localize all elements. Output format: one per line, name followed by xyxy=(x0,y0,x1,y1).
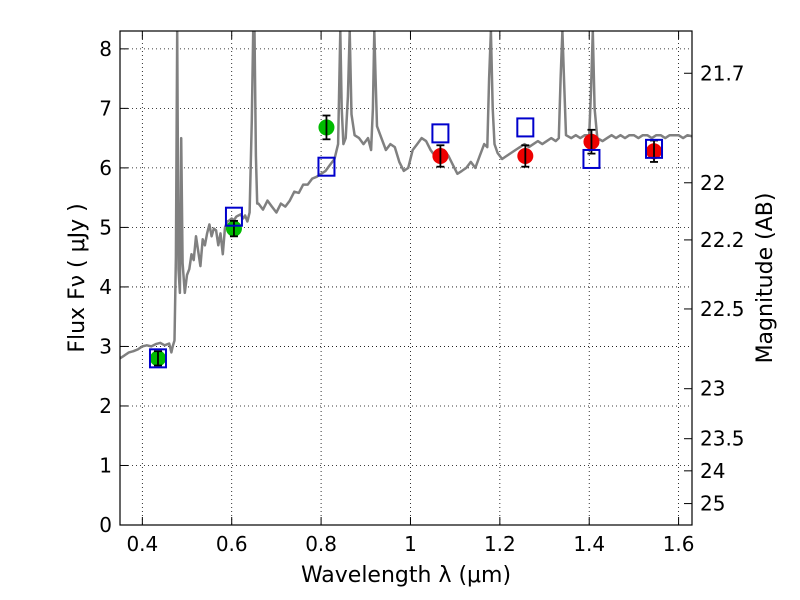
plot-frame xyxy=(119,30,693,526)
model-square xyxy=(148,348,167,369)
x-tick-label: 0.8 xyxy=(305,532,337,556)
model-square xyxy=(431,123,450,144)
data-markers xyxy=(148,114,664,369)
model-square xyxy=(645,138,664,159)
spectrum-line xyxy=(120,31,692,360)
x-tick-label: 1.2 xyxy=(484,532,516,556)
y-tick-label: 0 xyxy=(99,513,112,537)
model-square xyxy=(582,148,601,169)
magnitude-tick-label: 23 xyxy=(700,377,725,401)
x-tick-label: 1.4 xyxy=(573,532,605,556)
magnitude-tick-label: 25 xyxy=(700,492,725,516)
model-square xyxy=(224,206,243,227)
magnitude-tick-label: 22 xyxy=(700,171,725,195)
x-tick-label: 0.6 xyxy=(216,532,248,556)
magnitude-tick-label: 23.5 xyxy=(700,427,745,451)
model-square xyxy=(516,117,535,138)
plot-area-content xyxy=(120,31,692,360)
axis-ticks xyxy=(120,31,692,526)
y-tick-label: 5 xyxy=(99,215,112,239)
x-axis-title: Wavelength λ (μm) xyxy=(301,563,511,588)
x-tick-label: 1 xyxy=(404,532,417,556)
y-tick-label: 3 xyxy=(99,334,112,358)
magnitude-tick-label: 22.2 xyxy=(700,228,745,252)
tick-labels: 0.4 0.6 0.8 1 1.2 1.4 1.601234567821.72222.222… xyxy=(99,37,744,556)
x-tick-label: 0.4 xyxy=(126,532,158,556)
x-tick-label: 1.6 xyxy=(663,532,695,556)
y-tick-label: 8 xyxy=(99,37,112,61)
y-tick-label: 6 xyxy=(99,156,112,180)
y-tick-label: 4 xyxy=(99,275,112,299)
y-axis-title: Flux Fν ( μJy ) xyxy=(65,203,90,352)
y-tick-label: 7 xyxy=(99,96,112,120)
y-tick-label: 1 xyxy=(99,453,112,477)
model-square xyxy=(317,156,336,177)
y-tick-label: 2 xyxy=(99,394,112,418)
magnitude-tick-label: 21.7 xyxy=(700,61,745,85)
y2-axis-title: Magnitude (AB) xyxy=(753,193,778,364)
magnitude-tick-label: 24 xyxy=(700,459,725,483)
magnitude-tick-label: 22.5 xyxy=(700,297,745,321)
